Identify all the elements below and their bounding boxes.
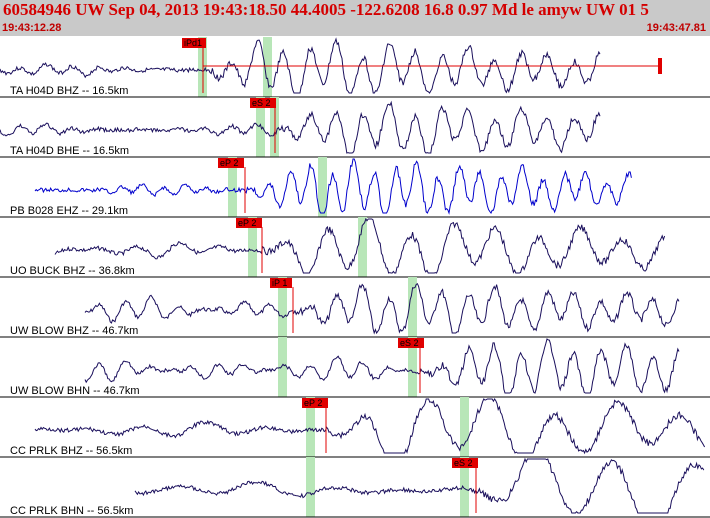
station-label: TA H04D BHZ -- 16.5km <box>10 85 128 97</box>
station-label: UW BLOW BHN -- 46.7km <box>10 385 140 397</box>
pick-window <box>318 157 327 217</box>
waveform-line <box>0 100 601 154</box>
station-label: TA H04D BHE -- 16.5km <box>10 145 129 157</box>
pick-window <box>358 217 367 277</box>
pick-window <box>408 337 417 397</box>
start-time: 19:43:12.28 <box>2 22 62 34</box>
trace-panel: eS 2 TA H04D BHE -- 16.5km <box>0 97 710 158</box>
pick-window <box>228 157 237 217</box>
pick-label-box <box>182 38 206 48</box>
trace-panel: eP 2 PB B028 EHZ -- 29.1km <box>0 157 710 218</box>
pick-window <box>460 457 469 517</box>
station-label: UW BLOW BHZ -- 46.7km <box>10 325 138 337</box>
pick-window <box>256 97 265 157</box>
seismogram-plot: iPd1 TA H04D BHZ -- 16.5km eS 2 TA H04D BHE… <box>0 37 710 518</box>
pick-window <box>460 397 469 457</box>
waveform-line <box>134 457 705 514</box>
station-label: PB B028 EHZ -- 29.1km <box>10 205 128 217</box>
pick-label-box <box>302 398 328 408</box>
pick-label: eP 2 <box>220 158 238 168</box>
coda-marker <box>658 58 662 74</box>
pick-label-box <box>452 458 478 468</box>
waveform-line <box>84 338 680 394</box>
end-time: 19:43:47.81 <box>646 22 706 34</box>
pick-label: iPd1 <box>184 38 202 48</box>
pick-window <box>248 217 257 277</box>
pick-label: iP 1 <box>272 278 287 288</box>
trace-panel: eS 2 UW BLOW BHN -- 46.7km <box>0 337 710 398</box>
pick-label-box <box>270 278 292 288</box>
station-label: UO BUCK BHZ -- 36.8km <box>10 265 135 277</box>
trace-panel: iP 1 UW BLOW BHZ -- 46.7km <box>0 277 710 338</box>
event-title: 60584946 UW Sep 04, 2013 19:43:18.50 44.… <box>3 0 649 19</box>
pick-window <box>263 37 272 97</box>
waveform-line <box>0 37 601 94</box>
pick-label-box <box>236 218 262 228</box>
pick-label: eS 2 <box>252 98 271 108</box>
pick-label: eS 2 <box>454 458 473 468</box>
pick-window <box>278 277 287 337</box>
trace-panel: eP 2 UO BUCK BHZ -- 36.8km <box>0 217 710 278</box>
pick-label: eS 2 <box>400 338 419 348</box>
pick-window <box>306 457 315 517</box>
pick-label: eP 2 <box>238 218 256 228</box>
pick-window <box>278 337 287 397</box>
pick-label-box <box>218 158 244 168</box>
pick-window <box>408 277 417 337</box>
station-label: CC PRLK BHN -- 56.5km <box>10 505 133 517</box>
pick-window <box>306 397 315 457</box>
waveform-line <box>54 217 666 274</box>
header-bar: 60584946 UW Sep 04, 2013 19:43:18.50 44.… <box>0 0 710 36</box>
pick-label-box <box>250 98 276 108</box>
trace-panel: iPd1 TA H04D BHZ -- 16.5km <box>0 37 710 98</box>
waveform-line <box>84 282 680 335</box>
station-label: CC PRLK BHZ -- 56.5km <box>10 445 132 457</box>
waveform-line <box>34 158 632 215</box>
pick-label-box <box>398 338 424 348</box>
waveform-line <box>34 398 706 455</box>
pick-label: eP 2 <box>304 398 322 408</box>
trace-panel: eP 2 CC PRLK BHZ -- 56.5km <box>0 397 710 458</box>
trace-panel: eS 2 CC PRLK BHN -- 56.5km <box>0 457 710 518</box>
